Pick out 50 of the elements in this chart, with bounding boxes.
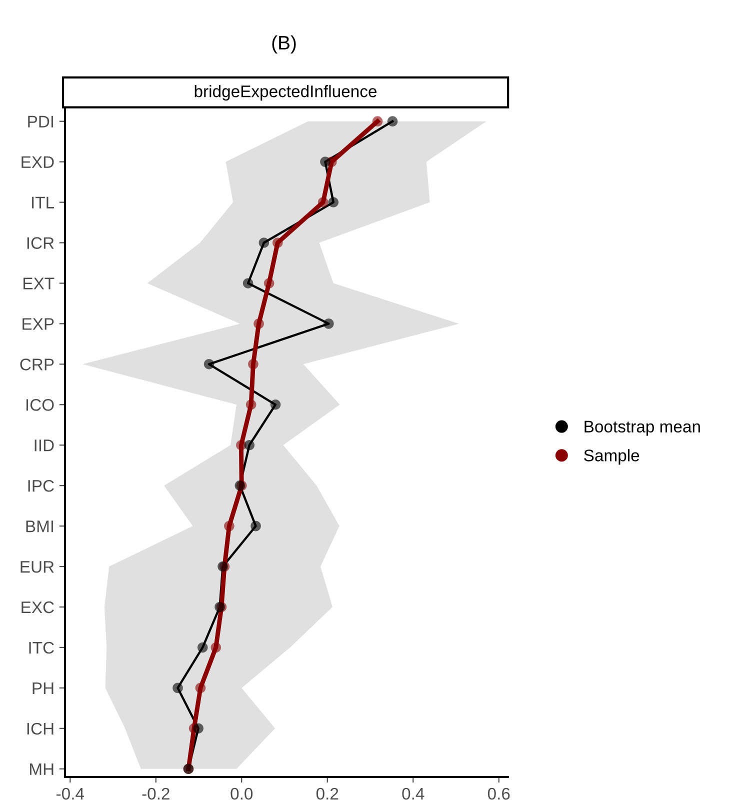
x-tick-label: 0.4 — [402, 788, 424, 800]
point — [224, 520, 234, 532]
x-tick-label: 0.6 — [488, 788, 510, 800]
y-tick-label: EXD — [22, 156, 54, 168]
point — [172, 682, 183, 694]
y-tick-label: ICH — [27, 722, 54, 735]
point — [193, 723, 204, 734]
point — [258, 238, 270, 248]
point — [270, 399, 281, 410]
y-tick-label: ITL — [32, 196, 54, 208]
y-tick-label: IPC — [28, 480, 54, 492]
point — [195, 682, 206, 694]
y-tick-label: PDI — [28, 116, 54, 128]
legend-label: Bootstrap mean — [584, 420, 700, 436]
point — [197, 642, 208, 653]
y-tick-label: IID — [34, 440, 54, 452]
point — [250, 520, 261, 532]
x-tick-label: -0.2 — [142, 788, 170, 800]
y-tick-label: MH — [30, 763, 54, 775]
point — [264, 278, 274, 288]
y-tick-label: EXP — [22, 318, 54, 330]
point — [248, 359, 258, 370]
y-tick-label: EXC — [22, 601, 54, 614]
point — [254, 318, 264, 329]
point — [318, 197, 328, 208]
point — [242, 278, 254, 288]
y-tick-label: EXT — [24, 278, 54, 290]
y-tick-label: EUR — [20, 561, 54, 573]
y-tick-label: ITC — [29, 642, 54, 654]
y-tick-label: BMI — [26, 520, 54, 532]
point — [372, 116, 383, 126]
point — [328, 197, 339, 208]
point — [320, 156, 330, 167]
point — [272, 238, 283, 248]
y-tick-label: ICO — [26, 399, 54, 411]
chart-subtitle: bridgeExpectedInfluence — [194, 85, 376, 101]
point — [387, 116, 398, 126]
point — [246, 399, 256, 410]
point — [324, 318, 334, 329]
point — [204, 359, 214, 370]
point — [244, 440, 254, 450]
x-tick-label: -0.4 — [56, 788, 84, 800]
chart-title: (B) — [272, 35, 296, 54]
y-tick-label: ICR — [27, 237, 54, 249]
x-tick-label: 0.2 — [316, 788, 338, 800]
x-tick-label: 0.0 — [230, 788, 253, 800]
legend-label: Sample — [584, 449, 640, 465]
y-tick-label: CRP — [20, 358, 54, 370]
y-tick-label: PH — [32, 682, 54, 694]
point — [210, 642, 222, 653]
